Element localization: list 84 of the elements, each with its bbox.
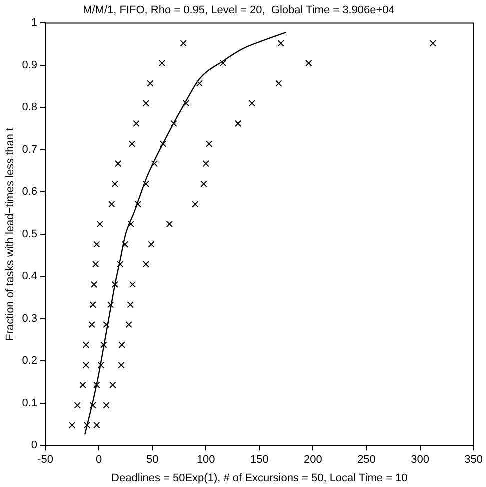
y-axis-title: Fraction of tasks with lead−times less than t (4, 128, 17, 341)
point (276, 80, 282, 87)
chart-title: M/M/1, FIFO, Rho = 0.95, Level = 20, Global Time = 3.906e+04 (83, 4, 395, 17)
point (170, 120, 178, 128)
y-tick-label: 0.7 (22, 144, 38, 156)
point (82, 362, 90, 369)
x-tick-label: 0 (96, 454, 102, 466)
point (133, 120, 140, 128)
point (128, 140, 136, 148)
point (148, 241, 155, 248)
point (94, 241, 100, 248)
point (166, 220, 174, 228)
y-tick-label: 0.9 (22, 59, 38, 72)
y-tick-label: 0.1 (22, 397, 38, 410)
point (117, 261, 124, 268)
point (142, 261, 150, 268)
point (234, 120, 242, 128)
point (80, 382, 86, 389)
y-tick-label: 0.8 (22, 102, 38, 114)
point (192, 201, 199, 208)
y-tick-label: 0 (31, 440, 38, 452)
x-tick-label: 50 (146, 454, 159, 466)
point (126, 321, 132, 328)
point (98, 362, 105, 369)
point (196, 80, 204, 87)
point (68, 422, 76, 429)
point (122, 241, 129, 248)
x-tick-label: 250 (358, 454, 376, 466)
point (134, 201, 142, 208)
y-tick-label: 0.5 (22, 228, 38, 240)
point (92, 261, 100, 268)
point (112, 281, 118, 288)
point (94, 422, 100, 429)
point (180, 40, 187, 47)
point (129, 281, 136, 288)
point (74, 402, 81, 409)
point (278, 40, 284, 47)
point (142, 100, 150, 107)
point (107, 302, 114, 308)
point (114, 160, 122, 168)
point (430, 40, 436, 47)
point (82, 342, 90, 348)
point (90, 281, 98, 288)
y-tick-label: 0.6 (22, 186, 38, 198)
point (103, 402, 110, 409)
point (142, 180, 150, 188)
point (206, 140, 213, 148)
x-axis-title: Deadlines = 50Exp(1), # of Excursions = 50, Local Time = 10 (112, 472, 408, 484)
point (88, 321, 96, 328)
point (110, 382, 116, 389)
point (160, 140, 167, 148)
point (96, 220, 104, 228)
y-tick-label: 0.2 (22, 355, 38, 368)
x-tick-label: 100 (196, 454, 216, 466)
point (90, 302, 96, 308)
point (128, 220, 134, 228)
x-tick-label: -50 (38, 454, 54, 466)
y-tick-label: 0.3 (22, 312, 38, 325)
point (127, 302, 134, 308)
line-series (84, 32, 288, 436)
point (118, 362, 125, 369)
y-tick-label: 1 (31, 17, 38, 30)
point (147, 80, 154, 87)
point (118, 342, 126, 348)
point (103, 321, 110, 328)
point (108, 201, 116, 208)
x-tick-label: 350 (464, 454, 484, 466)
point (220, 60, 227, 67)
x-tick-label: 200 (304, 454, 322, 466)
x-tick-label: 300 (411, 454, 430, 466)
point (90, 402, 96, 409)
point (306, 60, 312, 67)
x-tick-label: 150 (250, 454, 269, 466)
point (151, 160, 158, 168)
y-tick-label: 0.4 (22, 270, 38, 283)
point (158, 60, 166, 67)
point (84, 422, 91, 429)
point (94, 382, 100, 389)
point (112, 180, 118, 188)
point (200, 180, 208, 188)
point (182, 100, 190, 107)
point (202, 160, 210, 168)
point (248, 100, 256, 107)
point (100, 342, 108, 348)
